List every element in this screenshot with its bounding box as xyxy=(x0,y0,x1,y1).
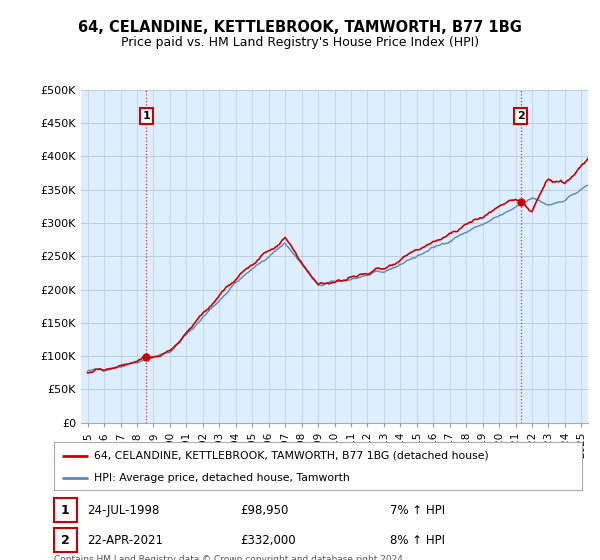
Text: Contains HM Land Registry data © Crown copyright and database right 2024.
This d: Contains HM Land Registry data © Crown c… xyxy=(54,555,406,560)
Text: 64, CELANDINE, KETTLEBROOK, TAMWORTH, B77 1BG (detached house): 64, CELANDINE, KETTLEBROOK, TAMWORTH, B7… xyxy=(94,451,488,461)
Text: 22-APR-2021: 22-APR-2021 xyxy=(87,534,163,547)
Text: HPI: Average price, detached house, Tamworth: HPI: Average price, detached house, Tamw… xyxy=(94,473,349,483)
Text: 8% ↑ HPI: 8% ↑ HPI xyxy=(390,534,445,547)
Text: 1: 1 xyxy=(142,111,150,122)
Text: 1: 1 xyxy=(61,504,70,517)
Text: Price paid vs. HM Land Registry's House Price Index (HPI): Price paid vs. HM Land Registry's House … xyxy=(121,36,479,49)
Text: 64, CELANDINE, KETTLEBROOK, TAMWORTH, B77 1BG: 64, CELANDINE, KETTLEBROOK, TAMWORTH, B7… xyxy=(78,20,522,35)
Text: £98,950: £98,950 xyxy=(240,504,289,517)
Text: 2: 2 xyxy=(517,111,524,122)
Text: 7% ↑ HPI: 7% ↑ HPI xyxy=(390,504,445,517)
Text: 24-JUL-1998: 24-JUL-1998 xyxy=(87,504,160,517)
Text: £332,000: £332,000 xyxy=(240,534,296,547)
Text: 2: 2 xyxy=(61,534,70,547)
